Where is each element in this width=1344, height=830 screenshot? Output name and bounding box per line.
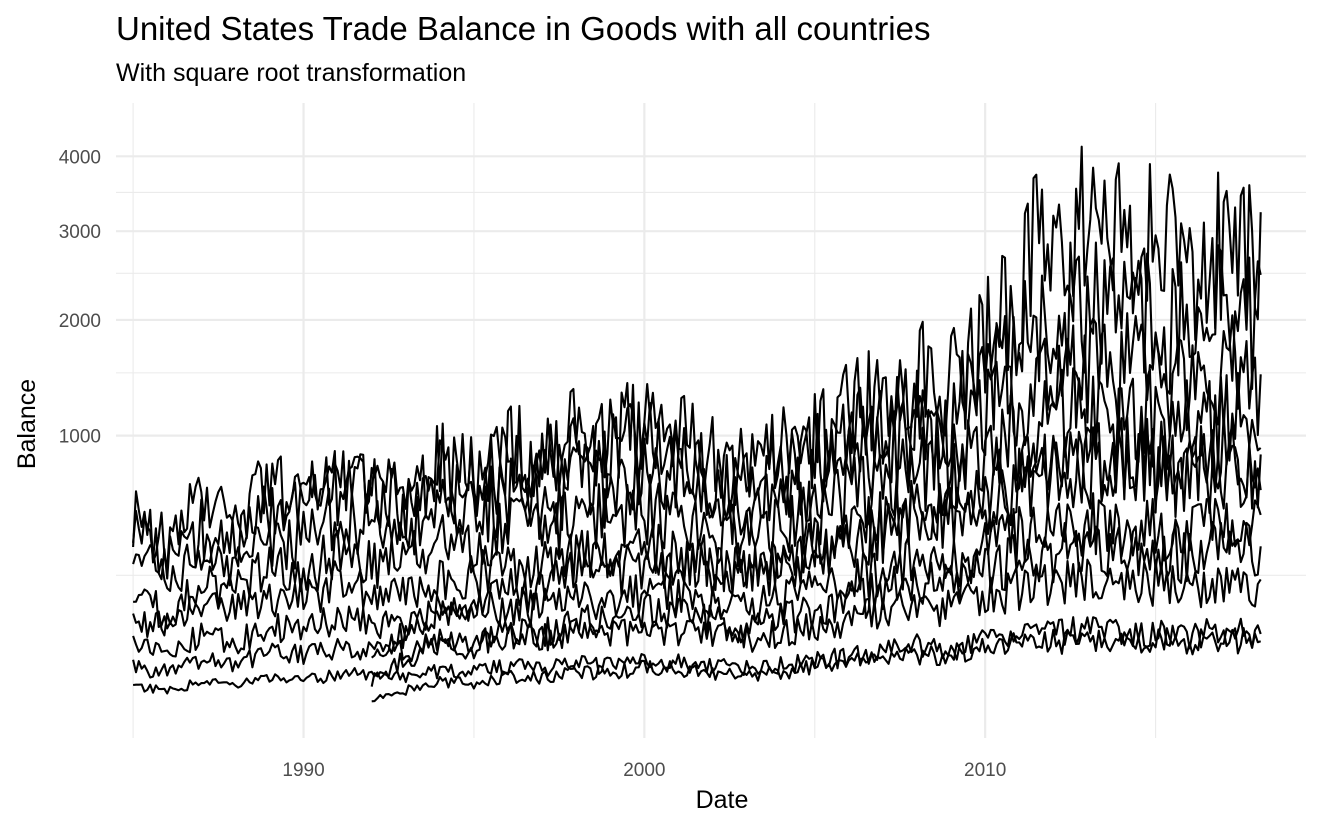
x-axis-title: Date [696, 786, 749, 814]
series-line [132, 616, 1262, 695]
series-line [132, 492, 1262, 658]
y-axis-ticks: 1000 2000 3000 4000 [59, 147, 101, 447]
x-tick-label: 1990 [282, 760, 324, 781]
y-tick-label: 3000 [59, 222, 101, 243]
chart-title: United States Trade Balance in Goods wit… [116, 10, 930, 47]
series-line [132, 558, 1262, 679]
y-tick-label: 2000 [59, 311, 101, 332]
y-axis-title: Balance [13, 379, 41, 469]
x-tick-label: 2000 [623, 760, 665, 781]
chart-subtitle: With square root transformation [116, 59, 466, 87]
y-tick-label: 4000 [59, 147, 101, 168]
series-line [132, 241, 1262, 581]
x-axis-ticks: 1990 2000 2010 [282, 760, 1006, 781]
series-line [371, 626, 1262, 703]
y-tick-label: 1000 [59, 427, 101, 448]
series-line [370, 520, 1262, 687]
series-line [133, 367, 1262, 630]
series-line [132, 422, 1262, 638]
series-line [371, 413, 1262, 659]
x-tick-label: 2010 [964, 760, 1006, 781]
series-line [132, 145, 1262, 569]
series-line [132, 312, 1262, 593]
series-lines [132, 145, 1262, 703]
